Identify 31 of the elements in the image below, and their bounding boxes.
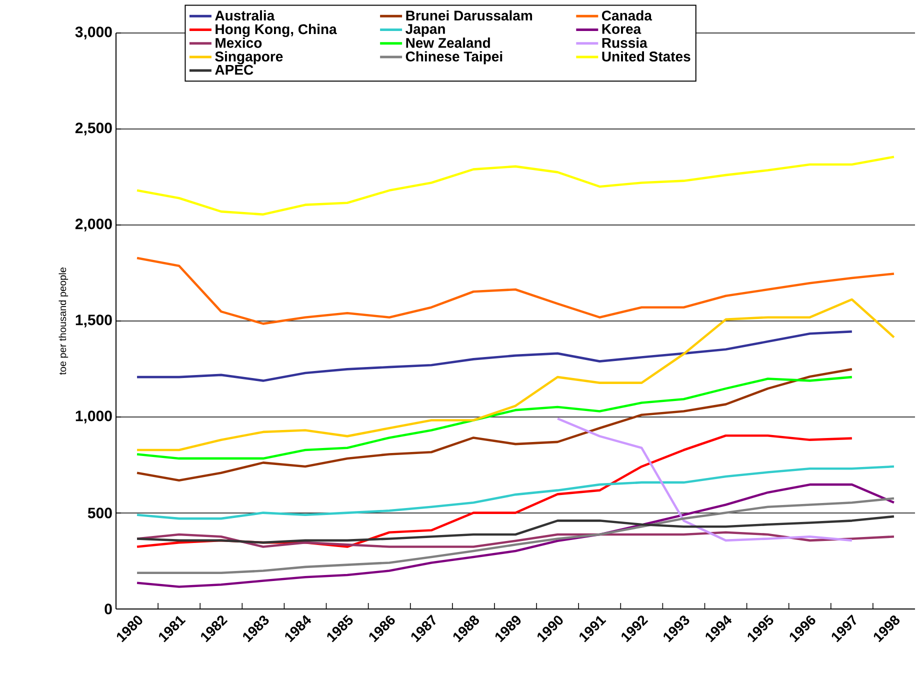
line-series [136, 330, 854, 382]
legend-label: Chinese Taipei [406, 51, 502, 64]
y-tick-label: 0 [104, 604, 112, 614]
legend-label: Brunei Darussalam [406, 10, 532, 21]
line-series [136, 368, 854, 482]
legend-label: New Zealand [406, 38, 490, 48]
line-series [136, 515, 896, 544]
line-series [136, 298, 896, 452]
legend-label: Canada [602, 10, 652, 21]
y-tick-label: 2,000 [75, 218, 112, 232]
legend-label: Australia [215, 10, 275, 21]
y-tick-label: 1,000 [76, 410, 112, 424]
y-tick-label: 1,500 [76, 314, 112, 328]
line-series [136, 256, 896, 325]
y-tick-label: 3,000 [75, 26, 112, 40]
line-series [136, 465, 896, 520]
line-series [556, 417, 854, 542]
y-tick-label: 2,500 [75, 122, 112, 136]
line-series [136, 434, 854, 548]
legend-label: Mexico [216, 38, 262, 48]
y-tick-label: 500 [88, 508, 112, 518]
legend-label: Hong Kong, China [216, 24, 337, 38]
legend-label: APEC [215, 64, 254, 75]
legend-label: Japan [406, 24, 445, 37]
legend-label: Russia [602, 38, 648, 48]
legend-label: Korea [602, 24, 642, 34]
line-series [136, 156, 896, 216]
legend-label: United States [602, 51, 690, 62]
line-series [136, 483, 896, 588]
legend-label: Singapore [215, 51, 283, 64]
y-axis-title: toe per thousand people [58, 268, 68, 375]
